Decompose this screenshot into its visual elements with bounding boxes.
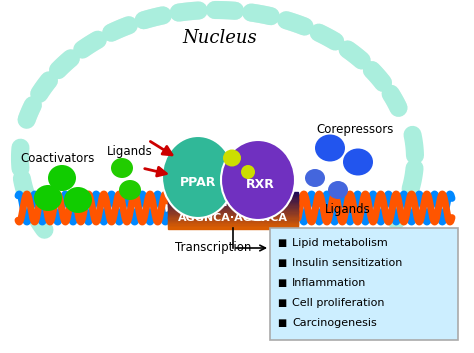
Text: Corepressors: Corepressors bbox=[316, 124, 394, 137]
Text: Insulin sensitization: Insulin sensitization bbox=[292, 258, 402, 268]
Ellipse shape bbox=[34, 185, 62, 211]
Bar bbox=[168, 226, 298, 227]
Bar bbox=[168, 216, 298, 218]
Bar bbox=[168, 201, 298, 202]
Bar bbox=[168, 192, 298, 194]
FancyBboxPatch shape bbox=[270, 228, 458, 340]
Bar bbox=[168, 198, 298, 200]
Ellipse shape bbox=[241, 165, 255, 179]
Text: Ligands: Ligands bbox=[325, 203, 371, 216]
Text: Cell proliferation: Cell proliferation bbox=[292, 298, 384, 308]
Text: Lipid metabolism: Lipid metabolism bbox=[292, 238, 388, 248]
Ellipse shape bbox=[64, 187, 92, 213]
Text: ■: ■ bbox=[277, 278, 287, 288]
Bar bbox=[168, 208, 298, 209]
Ellipse shape bbox=[343, 149, 373, 175]
Ellipse shape bbox=[48, 165, 76, 191]
Text: ■: ■ bbox=[277, 318, 287, 328]
Bar bbox=[168, 203, 298, 204]
Bar bbox=[168, 196, 298, 197]
Bar bbox=[168, 211, 298, 213]
Bar bbox=[168, 202, 298, 203]
Bar bbox=[168, 219, 298, 220]
Bar bbox=[168, 210, 298, 212]
Text: ■: ■ bbox=[277, 298, 287, 308]
Bar bbox=[168, 215, 298, 216]
Text: PPAR: PPAR bbox=[180, 175, 216, 189]
Bar bbox=[168, 195, 298, 196]
Bar bbox=[168, 221, 298, 222]
Bar bbox=[168, 204, 298, 206]
Bar bbox=[168, 217, 298, 219]
Bar bbox=[168, 193, 298, 195]
Ellipse shape bbox=[305, 169, 325, 187]
Text: Coactivators: Coactivators bbox=[21, 151, 95, 164]
Ellipse shape bbox=[328, 181, 348, 199]
Bar bbox=[168, 213, 298, 214]
Ellipse shape bbox=[223, 150, 241, 167]
Text: ■: ■ bbox=[277, 238, 287, 248]
Ellipse shape bbox=[111, 158, 133, 178]
Bar bbox=[168, 199, 298, 201]
Text: Transcription: Transcription bbox=[175, 241, 251, 255]
Bar bbox=[168, 207, 298, 208]
Text: RXR: RXR bbox=[246, 179, 274, 191]
Bar bbox=[168, 214, 298, 215]
Text: AGGNCA·AGGNCA: AGGNCA·AGGNCA bbox=[178, 213, 288, 223]
Bar bbox=[168, 197, 298, 198]
Bar bbox=[168, 209, 298, 210]
Bar bbox=[168, 222, 298, 224]
Bar bbox=[168, 205, 298, 207]
Ellipse shape bbox=[119, 180, 141, 200]
Bar bbox=[168, 227, 298, 228]
Text: Nucleus: Nucleus bbox=[182, 29, 257, 47]
Bar bbox=[168, 220, 298, 221]
Text: PPRE: PPRE bbox=[215, 196, 251, 209]
Text: Inflammation: Inflammation bbox=[292, 278, 366, 288]
Ellipse shape bbox=[162, 136, 234, 218]
Bar bbox=[168, 223, 298, 225]
Ellipse shape bbox=[315, 134, 345, 162]
Ellipse shape bbox=[221, 140, 295, 220]
Text: Ligands: Ligands bbox=[107, 145, 153, 158]
Text: ■: ■ bbox=[277, 258, 287, 268]
Text: Carcinogenesis: Carcinogenesis bbox=[292, 318, 377, 328]
Bar bbox=[168, 225, 298, 226]
